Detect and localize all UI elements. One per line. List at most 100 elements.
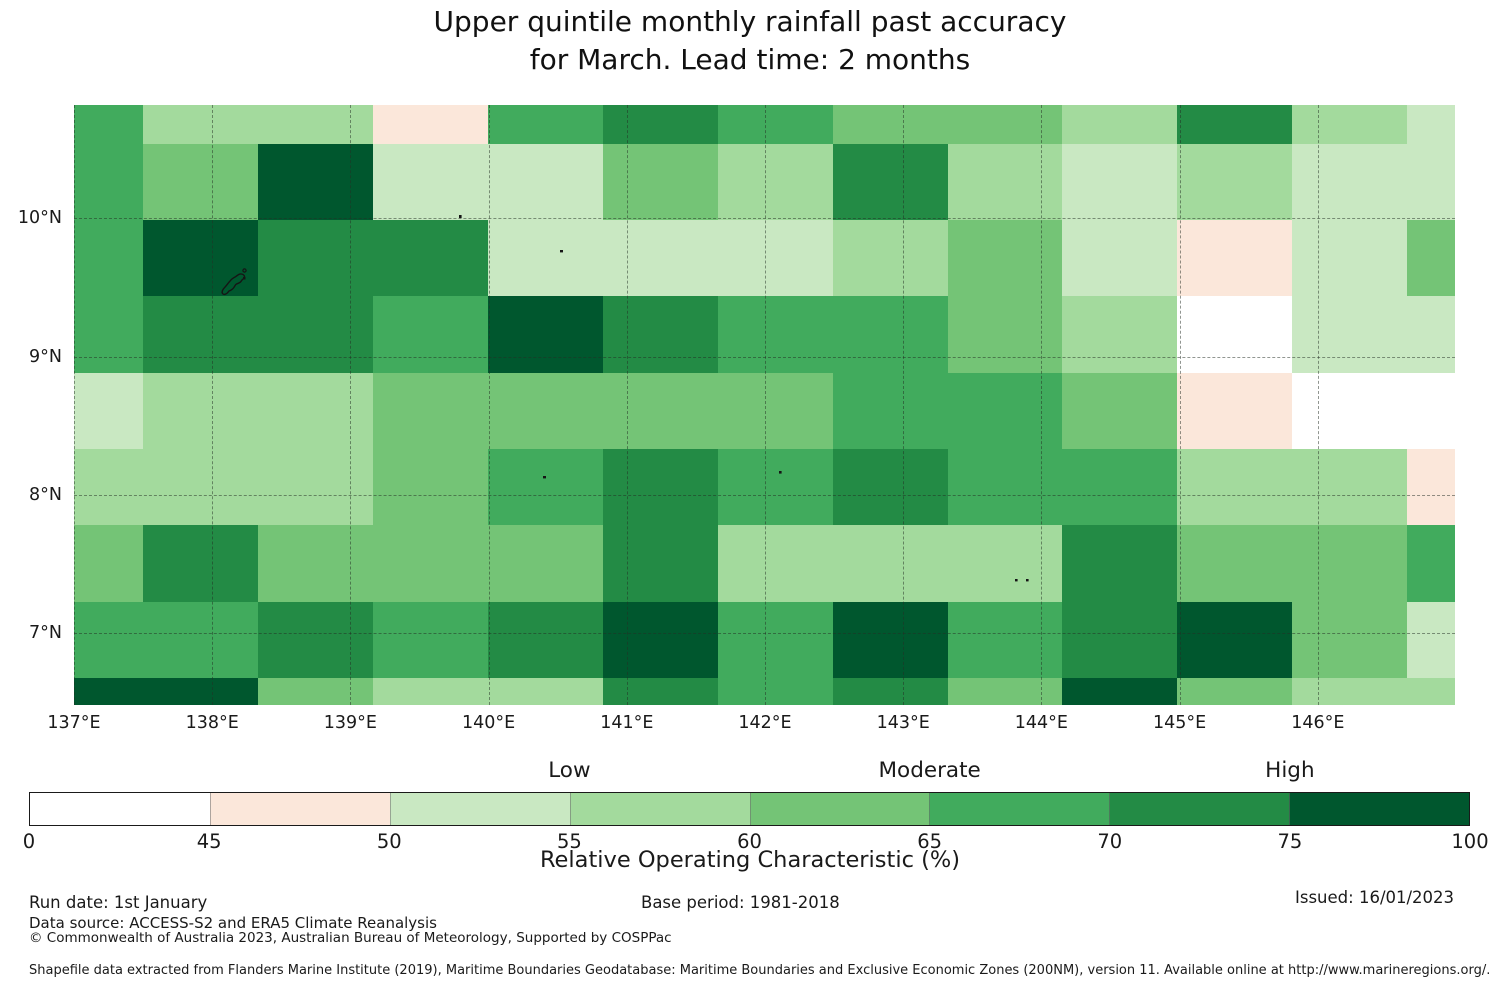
x-tick-label-139°E: 139°E (323, 713, 377, 733)
colorbar-segment-0-45 (30, 793, 210, 825)
heatmap-cell-r4c8 (948, 373, 1062, 449)
heatmap-plot-area (74, 105, 1455, 705)
heatmap-cell-r0c1 (143, 105, 258, 144)
chart-title-line1: Upper quintile monthly rainfall past acc… (433, 5, 1067, 38)
heatmap-cell-r0c12 (1407, 105, 1455, 144)
colorbar (29, 792, 1470, 826)
heatmap-cell-r6c1 (143, 525, 258, 602)
heatmap-cell-r7c9 (1062, 602, 1177, 678)
colorbar-segment-75-100 (1289, 793, 1469, 825)
run-date-text: Run date: 1st January (29, 893, 208, 912)
heatmap-cell-r7c11 (1292, 602, 1407, 678)
x-tick-label-144°E: 144°E (1014, 713, 1068, 733)
heatmap-cell-r1c0 (74, 144, 143, 220)
heatmap-cell-r8c1 (143, 678, 258, 705)
heatmap-cell-r2c7 (833, 220, 948, 296)
heatmap-cell-r8c9 (1062, 678, 1177, 705)
heatmap-cell-r4c2 (258, 373, 373, 449)
x-tick-label-138°E: 138°E (185, 713, 239, 733)
heatmap-cell-r0c5 (603, 105, 718, 144)
heatmap-cell-r2c6 (718, 220, 833, 296)
issued-date-text: Issued: 16/01/2023 (1295, 888, 1455, 907)
heatmap-cell-r2c8 (948, 220, 1062, 296)
heatmap-cell-r8c10 (1177, 678, 1292, 705)
heatmap-cell-r6c4 (488, 525, 603, 602)
heatmap-cell-r6c11 (1292, 525, 1407, 602)
heatmap-cell-r6c7 (833, 525, 948, 602)
y-tick-label-7°N: 7°N (29, 622, 62, 643)
meridian-gridline-139°E (350, 105, 352, 705)
heatmap-cell-r5c1 (143, 449, 258, 525)
heatmap-cell-r3c3 (373, 296, 488, 373)
heatmap-cell-r4c1 (143, 373, 258, 449)
heatmap-cell-r4c7 (833, 373, 948, 449)
heatmap-cell-r0c9 (1062, 105, 1177, 144)
chart-title-line2: for March. Lead time: 2 months (529, 43, 971, 76)
heatmap-cell-r6c2 (258, 525, 373, 602)
heatmap-cell-r1c6 (718, 144, 833, 220)
colorbar-segment-60-65 (749, 793, 930, 825)
x-tick-label-145°E: 145°E (1152, 713, 1207, 733)
parallel-gridline-7°N (74, 632, 1455, 634)
heatmap-cell-r3c2 (258, 296, 373, 373)
meridian-gridline-138°E (212, 105, 214, 705)
heatmap-cell-r1c11 (1292, 144, 1407, 220)
heatmap-cell-r3c4 (488, 296, 603, 373)
heatmap-cell-r0c8 (948, 105, 1062, 144)
heatmap-cell-r6c0 (74, 525, 143, 602)
heatmap-cell-r3c10 (1177, 296, 1292, 373)
heatmap-cell-r2c1 (143, 220, 258, 296)
colorbar-tick-70: 70 (1097, 830, 1123, 853)
x-tick-label-137°E: 137°E (47, 713, 101, 733)
heatmap-cell-r5c3 (373, 449, 488, 525)
heatmap-cell-r0c6 (718, 105, 833, 144)
heatmap-cell-r4c4 (488, 373, 603, 449)
heatmap-cell-r4c6 (718, 373, 833, 449)
colorbar-tick-60: 60 (737, 830, 762, 853)
parallel-gridline-8°N (74, 494, 1455, 496)
heatmap-cell-r0c7 (833, 105, 948, 144)
heatmap-cell-r6c12 (1407, 525, 1455, 602)
y-tick-label-8°N: 8°N (29, 484, 62, 505)
meridian-gridline-144°E (1041, 105, 1043, 705)
heatmap-cell-r8c12 (1407, 678, 1455, 705)
heatmap-cell-r1c4 (488, 144, 603, 220)
chart-title: Upper quintile monthly rainfall past acc… (0, 3, 1500, 79)
x-tick-label-140°E: 140°E (461, 713, 516, 733)
heatmap-cell-r3c7 (833, 296, 948, 373)
colorbar-segment-55-60 (569, 793, 750, 825)
heatmap-cell-r4c3 (373, 373, 488, 449)
colorbar-tick-45: 45 (196, 830, 222, 853)
colorbar-segment-45-50 (209, 793, 390, 825)
colorbar-tick-0: 0 (22, 830, 36, 853)
parallel-gridline-10°N (74, 218, 1455, 220)
heatmap-cell-r1c7 (833, 144, 948, 220)
heatmap-cell-r5c7 (833, 449, 948, 525)
colorbar-band-label-high: High (1265, 758, 1315, 783)
heatmap-cell-r7c1 (143, 602, 258, 678)
heatmap-cell-r2c9 (1062, 220, 1177, 296)
heatmap-cell-r5c9 (1062, 449, 1177, 525)
colorbar-tick-75: 75 (1277, 830, 1303, 853)
heatmap-cell-r4c11 (1292, 373, 1407, 449)
y-tick-label-9°N: 9°N (29, 346, 62, 367)
colorbar-segment-50-55 (389, 793, 570, 825)
meridian-gridline-140°E (488, 105, 490, 705)
base-period-text: Base period: 1981-2018 (641, 893, 840, 912)
heatmap-cell-r1c5 (603, 144, 718, 220)
colorbar-tick-55: 55 (556, 830, 582, 853)
heatmap-cell-r0c4 (488, 105, 603, 144)
heatmap-cell-r1c12 (1407, 144, 1455, 220)
colorbar-segment-65-70 (929, 793, 1110, 825)
heatmap-cell-r7c6 (718, 602, 833, 678)
heatmap-cell-r0c0 (74, 105, 143, 144)
heatmap-cell-r3c1 (143, 296, 258, 373)
heatmap-cell-r1c3 (373, 144, 488, 220)
meridian-gridline-142°E (765, 105, 766, 705)
heatmap-cell-r3c9 (1062, 296, 1177, 373)
heatmap-cell-r8c6 (718, 678, 833, 705)
colorbar-band-label-low: Low (548, 758, 591, 783)
heatmap-cell-r1c10 (1177, 144, 1292, 220)
heatmap-cell-r4c9 (1062, 373, 1177, 449)
